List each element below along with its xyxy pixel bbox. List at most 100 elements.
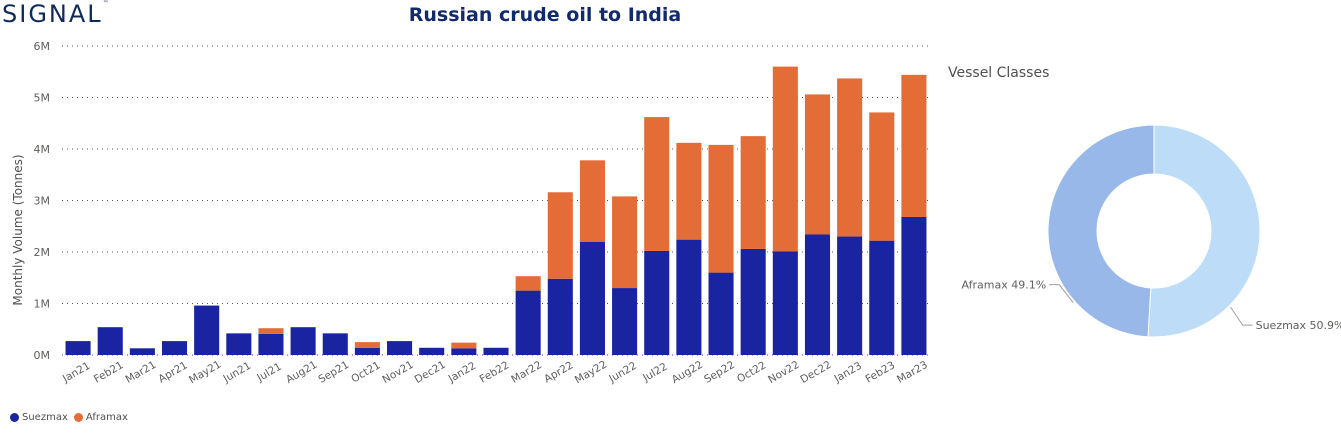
x-tick-label: May21 (187, 358, 223, 386)
bar-suezmax-feb22[interactable] (483, 347, 509, 355)
legend-label-aframax: Aframax (85, 412, 128, 423)
bar-suezmax-jun21[interactable] (226, 333, 252, 355)
legend-swatch-suezmax (10, 413, 19, 422)
bar-suezmax-dec22[interactable] (804, 234, 831, 355)
y-axis-label: Monthly Volume (Tonnes) (11, 154, 25, 305)
bar-suezmax-feb23[interactable] (869, 240, 895, 355)
bar-suezmax-nov21[interactable] (387, 341, 413, 355)
bar-suezmax-mar22[interactable] (515, 290, 541, 355)
x-tick-label: May22 (573, 358, 609, 386)
x-tick-label: Apr21 (156, 359, 189, 385)
chart-title: Russian crude oil to India (408, 4, 682, 26)
bar-aframax-mar23[interactable] (901, 74, 927, 217)
legend: Suezmax Aframax (10, 412, 128, 423)
x-tick-label: Jan21 (60, 360, 92, 386)
bar-aframax-may22[interactable] (579, 160, 605, 242)
x-tick-label: Jan22 (446, 360, 478, 386)
x-tick-label: Mar22 (509, 359, 544, 386)
x-tick-label: Nov22 (766, 359, 801, 386)
bar-suezmax-may21[interactable] (194, 305, 220, 355)
legend-swatch-aframax (73, 413, 83, 422)
donut-label-aframax: Aframax 49.1% (962, 279, 1047, 292)
bar-suezmax-oct21[interactable] (354, 347, 380, 355)
x-tick-label: Oct21 (349, 359, 382, 385)
x-tick-label: Sep22 (702, 359, 737, 386)
bar-aframax-feb23[interactable] (869, 112, 895, 241)
y-tick-label: 1M (34, 298, 51, 311)
legend-item-suezmax[interactable]: Suezmax (10, 412, 68, 423)
y-axis-ticks: 0M 1M 2M 3M 4M 5M 6M (34, 40, 51, 362)
bar-aframax-jan22[interactable] (451, 342, 477, 349)
x-tick-label: Oct22 (735, 359, 768, 385)
bar-suezmax-jan22[interactable] (451, 348, 477, 355)
x-tick-label: Dec22 (798, 359, 833, 386)
bar-aframax-oct22[interactable] (740, 136, 766, 249)
bar-suezmax-sep21[interactable] (322, 333, 348, 355)
y-tick-label: 3M (34, 195, 51, 208)
bar-suezmax-jun22[interactable] (612, 288, 638, 355)
x-tick-label: Jun21 (221, 360, 254, 386)
y-tick-label: 4M (34, 143, 51, 156)
bar-aframax-dec22[interactable] (804, 94, 831, 235)
gridlines (62, 45, 930, 356)
x-tick-label: Mar21 (124, 359, 159, 386)
bar-suezmax-mar23[interactable] (901, 216, 927, 355)
bar-suezmax-feb21[interactable] (97, 327, 123, 355)
bar-aframax-jun22[interactable] (612, 196, 638, 289)
y-tick-label: 0M (34, 349, 51, 362)
bar-suezmax-aug22[interactable] (676, 239, 702, 355)
bar-suezmax-dec21[interactable] (419, 347, 445, 355)
bar-aframax-jul22[interactable] (644, 117, 670, 251)
x-tick-label: Jan23 (831, 360, 863, 386)
x-tick-label: Apr22 (542, 359, 575, 385)
donut-labels: Suezmax 50.9% Aframax 49.1% (962, 279, 1341, 332)
y-tick-label: 6M (34, 40, 51, 53)
x-tick-label: Mar23 (895, 359, 930, 386)
x-tick-label: Sep21 (316, 359, 351, 386)
bar-suezmax-may22[interactable] (579, 241, 605, 355)
x-tick-label: Jul21 (254, 361, 283, 385)
bar-suezmax-aug21[interactable] (290, 327, 316, 355)
donut-slice-suezmax[interactable] (1147, 124, 1261, 338)
bar-aframax-mar22[interactable] (515, 276, 541, 291)
bar-aframax-jul21[interactable] (258, 328, 284, 334)
bar-aframax-aug22[interactable] (676, 142, 702, 240)
x-tick-label: Feb21 (92, 359, 126, 385)
bar-aframax-jan23[interactable] (837, 78, 863, 237)
bar-aframax-apr22[interactable] (547, 192, 573, 279)
signal-logo: SIGNAL™ (2, 0, 109, 28)
x-tick-label: Feb23 (863, 359, 897, 385)
y-tick-label: 5M (34, 92, 51, 105)
legend-label-suezmax: Suezmax (22, 412, 68, 423)
bar-suezmax-jan23[interactable] (837, 236, 863, 355)
bar-suezmax-mar21[interactable] (129, 348, 155, 355)
bar-suezmax-jul22[interactable] (644, 250, 670, 355)
bar-chart: Monthly Volume (Tonnes) 0M 1M 2M 3M 4M 5M 6M J… (11, 40, 930, 386)
legend-item-aframax[interactable]: Aframax (73, 412, 128, 423)
x-tick-label: Feb22 (478, 359, 512, 385)
y-tick-label: 2M (34, 246, 51, 259)
bar-suezmax-apr21[interactable] (161, 341, 188, 355)
bar-suezmax-apr22[interactable] (547, 278, 573, 355)
x-tick-label: Dec21 (413, 359, 448, 386)
donut-label-suezmax: Suezmax 50.9% (1256, 319, 1341, 332)
donut-leader-line (1230, 306, 1253, 326)
x-tick-label: Jun22 (606, 360, 639, 386)
donut-chart: Suezmax 50.9% Aframax 49.1% (962, 124, 1341, 338)
bar-suezmax-sep22[interactable] (708, 272, 734, 355)
x-tick-label: Jul22 (640, 361, 669, 385)
bar-aframax-oct21[interactable] (354, 342, 380, 348)
donut-leader-line (1049, 284, 1074, 303)
bar-suezmax-jan21[interactable] (65, 341, 91, 355)
x-tick-label: Aug21 (284, 359, 319, 386)
donut-slice-aframax[interactable] (1047, 124, 1155, 338)
bar-suezmax-jul21[interactable] (258, 333, 284, 355)
bars (65, 66, 927, 355)
x-tick-label: Nov21 (380, 359, 415, 386)
x-tick-label: Aug22 (670, 359, 705, 386)
bar-aframax-sep22[interactable] (708, 144, 734, 273)
bar-suezmax-oct22[interactable] (740, 248, 766, 355)
bar-aframax-nov22[interactable] (772, 66, 798, 252)
bar-suezmax-nov22[interactable] (772, 251, 798, 355)
